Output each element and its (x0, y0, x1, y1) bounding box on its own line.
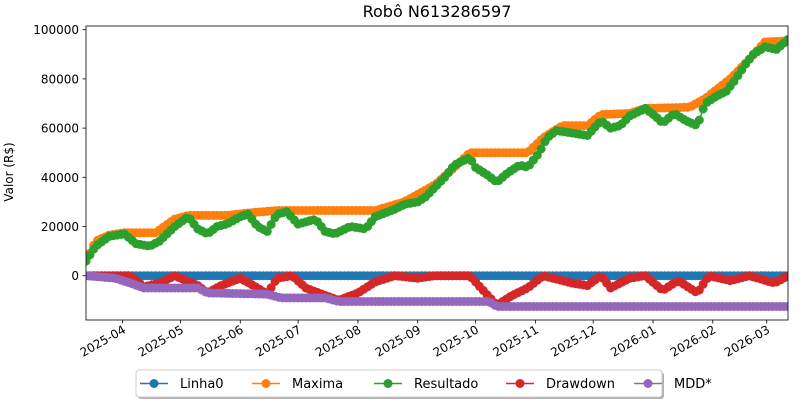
legend-label: MDD* (674, 377, 712, 392)
data-point-resultado (698, 104, 708, 114)
y-tick-label: 0 (71, 269, 79, 283)
legend-item-resultado: Resultado (374, 377, 478, 392)
legend-label: Resultado (414, 377, 478, 392)
series-markers-resultado (86, 35, 788, 266)
y-tick-label: 20000 (41, 220, 79, 234)
legend-item-linha0: Linha0 (140, 377, 224, 392)
data-point-drawdown (783, 271, 788, 281)
data-point-resultado (266, 220, 276, 229)
y-tick-label: 80000 (41, 72, 79, 86)
legend: Linha0 Maxima Resultado Drawdown MDD* (135, 369, 712, 399)
series-markers-mdd (86, 271, 788, 311)
y-axis-label: Valor (R$) (2, 142, 16, 201)
plot-area (86, 35, 788, 311)
legend-item-drawdown: Drawdown (506, 377, 615, 392)
legend-label: Maxima (292, 377, 343, 392)
data-point-resultado (467, 156, 477, 166)
data-point-mdd (783, 302, 788, 311)
legend-label: Drawdown (546, 377, 615, 392)
legend-label: Linha0 (180, 377, 224, 392)
y-tick-label: 40000 (41, 171, 79, 185)
data-point-resultado (694, 115, 704, 125)
data-point-resultado (783, 35, 788, 44)
series-markers-drawdown (86, 271, 788, 309)
chart-title: Robô N613286597 (363, 2, 512, 21)
plot-frame (85, 25, 789, 321)
data-point-resultado (262, 226, 272, 236)
legend-item-maxima: Maxima (252, 377, 343, 392)
data-point-resultado (536, 144, 546, 154)
y-tick-label: 60000 (41, 122, 79, 136)
legend-item-mdd: MDD* (634, 377, 712, 392)
y-tick-label: 100000 (33, 23, 79, 37)
